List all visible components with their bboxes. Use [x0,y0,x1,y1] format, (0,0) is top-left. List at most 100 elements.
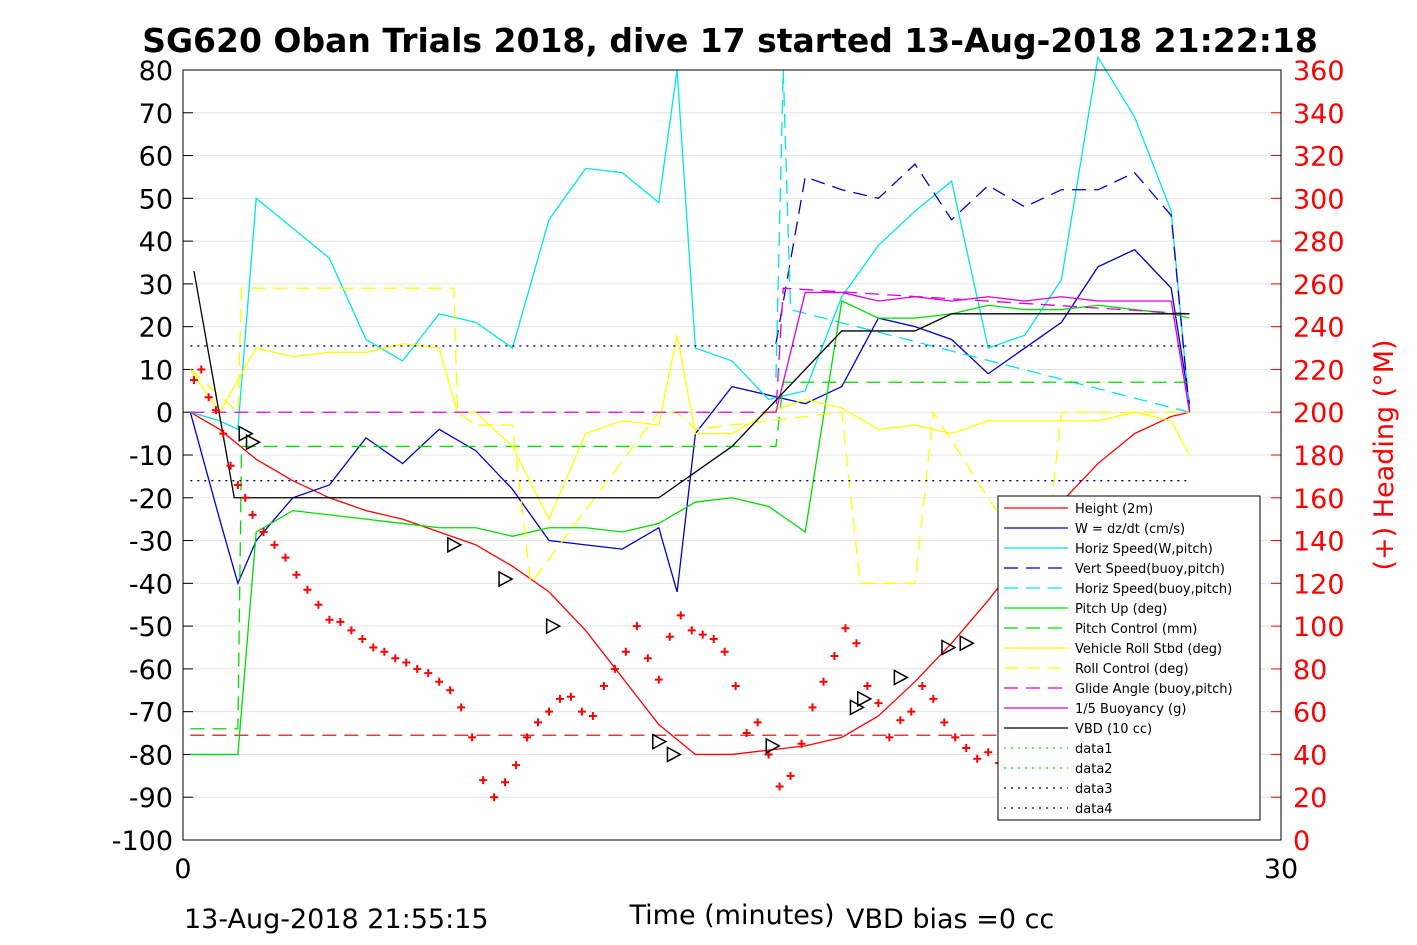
heading-point [347,626,356,635]
heading-point [621,647,630,656]
y-left-tick-label: -90 [129,783,173,814]
heading-point [435,677,444,686]
y-left-tick-label: -80 [129,740,173,771]
legend-label: Horiz Speed(buoy,pitch) [1075,582,1232,597]
heading-point [424,669,433,678]
y-left-tick-label: -30 [129,527,173,558]
series-line-10 [775,291,1191,413]
position-marker [765,737,781,755]
chart-title: SG620 Oban Trials 2018, dive 17 started … [142,21,1318,60]
y-left-tick-label: 80 [139,56,173,87]
heading-point [314,600,323,609]
heading-point [226,461,235,470]
y-left-tick-label: 50 [139,184,173,215]
heading-point [610,664,619,673]
position-marker [857,690,873,708]
markers-layer [189,365,1004,802]
heading-point [303,585,312,594]
heading-point [742,729,751,738]
heading-point [896,716,905,725]
heading-point [501,778,510,787]
heading-point [819,677,828,686]
y-left-tick-label: 10 [139,355,173,386]
heading-point [380,647,389,656]
legend-label: Pitch Control (mm) [1075,622,1197,637]
heading-point [281,553,290,562]
heading-point [479,776,488,785]
y-right-tick-label: 140 [1293,527,1345,558]
heading-point [984,748,993,757]
legend-label: 1/5 Buoyancy (g) [1075,702,1186,717]
heading-point [665,632,674,641]
heading-point [446,686,455,695]
series-line-7 [189,335,1191,521]
heading-point [523,733,532,742]
legend-label: Height (2m) [1075,502,1153,517]
heading-point [775,782,784,791]
footer-timestamp: 13-Aug-2018 21:55:15 [184,904,489,935]
heading-point [830,652,839,661]
heading-point [292,570,301,579]
heading-point [233,480,242,489]
y-left-tick-label: -10 [129,441,173,472]
legend-label: Glide Angle (buoy,pitch) [1075,682,1233,697]
y-right-tick-label: 120 [1293,569,1345,600]
heading-point [731,682,740,690]
heading-point [204,393,213,402]
y-right-tick-label: 60 [1293,698,1327,729]
series-line-6 [190,381,1190,730]
y-right-tick-label: 240 [1293,313,1345,344]
heading-point [402,658,411,667]
position-marker [238,425,254,442]
position-marker [447,536,463,554]
y-left-tick-label: -60 [129,655,173,686]
legend-label: VBD (10 cc) [1075,722,1152,737]
heading-point [654,675,663,684]
heading-point [211,406,220,415]
heading-point [786,771,795,780]
y-right-tick-label: 80 [1293,655,1327,686]
heading-point [391,654,400,663]
legend-label: data2 [1075,762,1113,777]
position-marker [941,639,957,656]
heading-point [270,540,279,549]
y-left-tick-label: -100 [112,826,173,857]
heading-point [687,626,696,635]
y-left-tick-label: 30 [139,270,173,301]
y-right-tick-label: 100 [1293,612,1345,643]
y-right-tick-label: 200 [1293,398,1345,429]
heading-point [197,365,206,374]
heading-point [325,615,334,624]
heading-point [720,647,729,656]
x-axis-label: Time (minutes) [628,900,834,931]
heading-point [808,703,817,712]
y-axis-right: 3603403203002802602402202001801601401201… [1271,56,1345,857]
heading-point [929,694,938,703]
heading-point [259,528,268,536]
legend-box [997,495,1261,821]
heading-point [841,624,850,633]
y-right-tick-label: 160 [1293,484,1345,515]
legend-label: W = dz/dt (cm/s) [1075,522,1185,537]
y-axis-left: 80 70 60 50 40 30 20 10 0 -10 -20 -30 -40 -50 -60 -70 -8… [112,56,193,857]
y-axis-right-label: (+) Heading (°M) [1369,339,1400,570]
heading-point [545,707,553,716]
series-line-3 [775,163,1191,413]
position-marker [245,433,262,451]
y-left-tick-label: 40 [139,227,173,258]
series-line-4 [775,69,1190,413]
y-left-tick-label: 20 [139,313,173,344]
heading-point [555,694,564,703]
heading-point [241,493,250,502]
heading-point [852,639,861,648]
legend-label: data4 [1075,802,1113,817]
footer-vbd-bias: VBD bias =0 cc [846,904,1054,935]
heading-point [918,682,927,690]
heading-point [358,634,367,643]
y-left-tick-label: 70 [139,99,173,130]
heading-point [643,654,652,663]
heading-point [534,718,543,727]
y-left-tick-label: -20 [129,484,173,515]
series-line-9 [190,287,1190,413]
